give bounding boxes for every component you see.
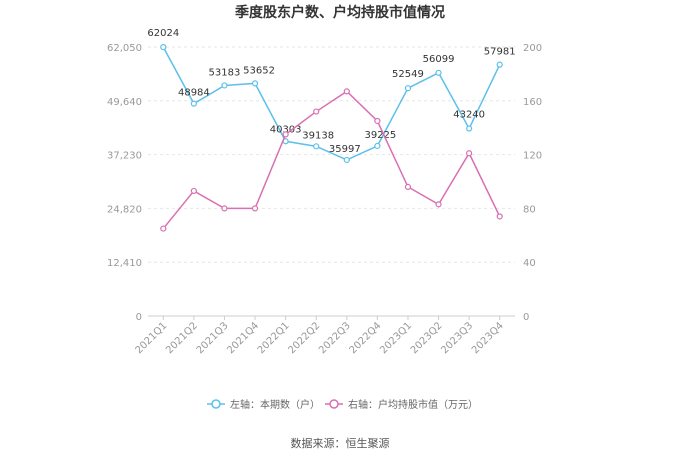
left-tick-label: 49,640 [107, 97, 142, 108]
legend-item-1[interactable]: 左轴：本期数（户） [207, 398, 320, 411]
x-tick-label: 2023Q2 [409, 320, 445, 356]
legend[interactable]: 左轴：本期数（户） 右轴：户均持股市值（万元） [207, 398, 478, 411]
right-tick-label: 0 [523, 312, 529, 323]
data-label: 52549 [392, 69, 424, 80]
data-label: 53183 [209, 67, 241, 78]
x-axis-ticks: 2021Q12021Q22021Q32021Q42022Q12022Q22022… [134, 316, 506, 356]
right-tick-label: 160 [523, 97, 542, 108]
data-point [343, 88, 350, 95]
left-tick-label: 62,050 [107, 43, 142, 54]
data-label: 56099 [423, 54, 455, 65]
data-label: 39225 [364, 130, 396, 141]
data-point [282, 131, 289, 138]
data-label: 53652 [243, 65, 275, 76]
right-tick-label: 200 [523, 43, 542, 54]
data-point [160, 44, 167, 51]
x-tick-label: 2022Q2 [286, 320, 322, 356]
left-tick-label: 0 [136, 312, 142, 323]
x-tick-label: 2022Q3 [317, 320, 353, 356]
data-point [313, 143, 320, 150]
x-tick-label: 2021Q4 [225, 320, 261, 356]
data-point [343, 156, 350, 164]
data-point [190, 187, 197, 195]
data-point [374, 142, 381, 150]
left-tick-label: 24,820 [107, 204, 142, 215]
data-label: 39138 [302, 130, 334, 141]
data-point [466, 125, 473, 132]
left-tick-label: 12,410 [107, 258, 142, 269]
x-tick-label: 2021Q2 [164, 320, 200, 356]
series-line-1 [162, 46, 501, 161]
legend-label: 右轴：户均持股市值（万元） [348, 398, 478, 411]
data-point [251, 205, 259, 212]
source-note: 数据来源：恒生聚源 [291, 436, 390, 450]
legend-marker [211, 399, 221, 409]
data-point [404, 85, 412, 92]
data-label: 43240 [453, 110, 485, 121]
data-point [435, 69, 442, 76]
data-label: 62024 [147, 28, 179, 39]
x-tick-label: 2023Q3 [439, 320, 475, 356]
x-tick-label: 2022Q1 [256, 320, 292, 356]
data-point [190, 100, 197, 107]
right-axis-ticks: 0 40 80 120 160 200 [523, 43, 542, 323]
left-axis-ticks: 0 12,410 24,820 37,230 49,640 62,050 [107, 43, 142, 323]
data-point [221, 205, 228, 212]
data-label: 48984 [178, 88, 210, 99]
data-point [374, 117, 381, 125]
data-point [496, 213, 503, 220]
x-tick-label: 2023Q4 [470, 320, 506, 356]
legend-label: 左轴：本期数（户） [230, 398, 320, 411]
series-line-2 [162, 90, 501, 230]
data-label: 57981 [484, 47, 516, 58]
data-point [160, 225, 167, 232]
x-tick-label: 2022Q4 [348, 320, 384, 356]
data-point [435, 201, 442, 208]
data-point [221, 82, 228, 89]
chart-title: 季度股东户数、户均持股市值情况 [234, 4, 445, 21]
x-tick-label: 2021Q3 [195, 320, 231, 356]
data-point [466, 150, 473, 157]
grid-lines [148, 46, 515, 317]
data-label: 35997 [329, 144, 361, 155]
data-point [404, 183, 412, 190]
data-point [313, 108, 320, 115]
left-tick-label: 37,230 [107, 151, 142, 162]
right-tick-label: 120 [523, 151, 542, 162]
right-tick-label: 80 [523, 204, 536, 215]
data-label: 40303 [270, 124, 302, 135]
x-tick-label: 2021Q1 [134, 320, 170, 356]
data-point [251, 80, 259, 87]
x-tick-label: 2023Q1 [378, 320, 414, 356]
legend-marker [329, 399, 339, 409]
right-tick-label: 40 [523, 258, 536, 269]
data-point [496, 61, 503, 68]
legend-item-2[interactable]: 右轴：户均持股市值（万元） [325, 398, 478, 411]
